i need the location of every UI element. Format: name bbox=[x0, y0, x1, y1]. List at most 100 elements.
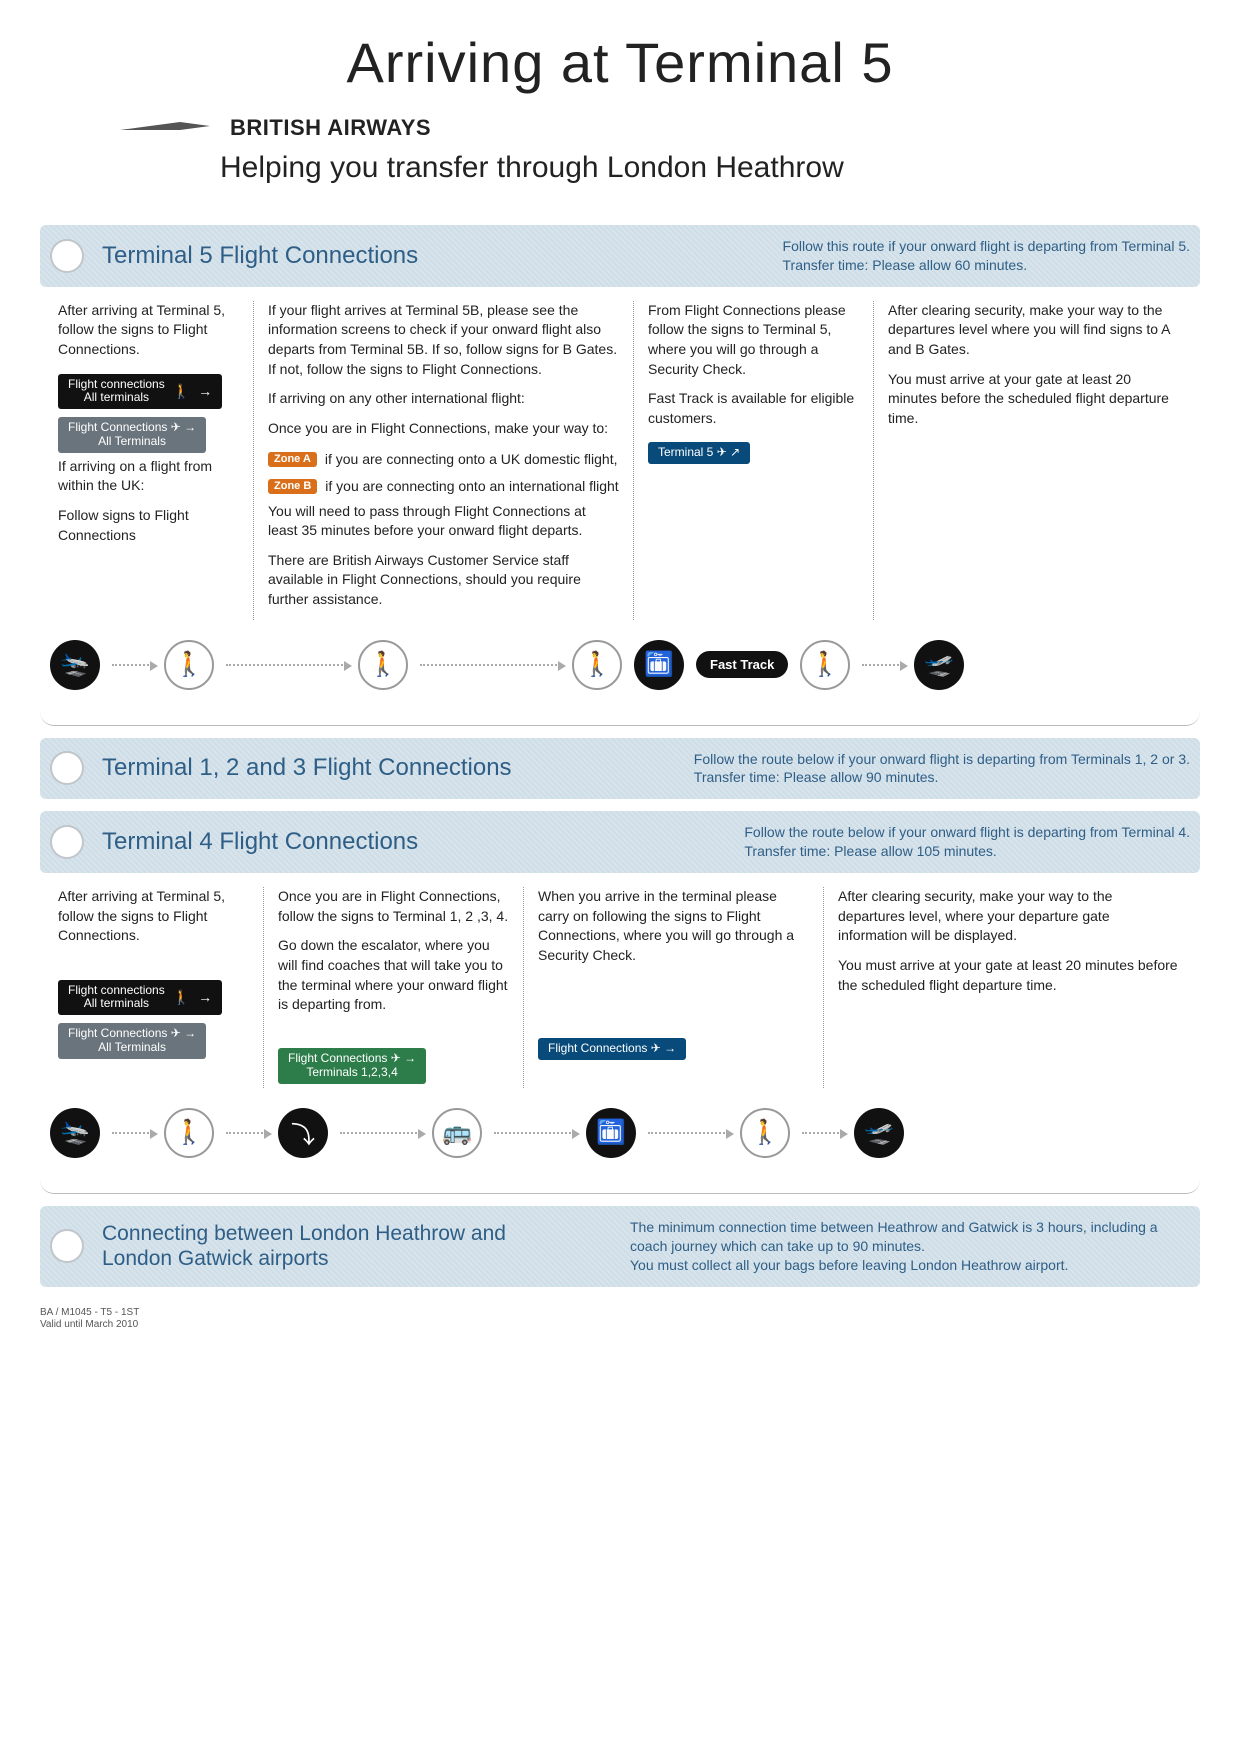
sign-text: Flight connections All terminals bbox=[68, 984, 165, 1012]
columns-t4: After arriving at Terminal 5, follow the… bbox=[40, 873, 1200, 1098]
body-text: Follow signs to Flight Connections bbox=[58, 506, 239, 545]
bullet-icon bbox=[50, 751, 84, 785]
speedbird-icon bbox=[120, 116, 210, 141]
bullet-icon bbox=[50, 1229, 84, 1263]
section-title-t123: Terminal 1, 2 and 3 Flight Connections bbox=[102, 754, 512, 782]
body-text: if you are connecting onto a UK domestic… bbox=[325, 450, 618, 470]
body-text: If arriving on any other international f… bbox=[268, 389, 619, 409]
body-text: There are British Airways Customer Servi… bbox=[268, 551, 619, 610]
section-title-t5: Terminal 5 Flight Connections bbox=[102, 242, 418, 270]
note-line: Follow this route if your onward flight … bbox=[783, 237, 1190, 256]
plane-landing-icon: 🛬 bbox=[50, 1108, 100, 1158]
note-line: Transfer time: Please allow 60 minutes. bbox=[783, 256, 1190, 275]
plane-takeoff-icon: 🛫 bbox=[854, 1108, 904, 1158]
walking-icon: 🚶 bbox=[164, 640, 214, 690]
t4-col2: Once you are in Flight Connections, foll… bbox=[264, 887, 524, 1088]
person-icon: 🚶 bbox=[173, 383, 190, 399]
arrow-icon bbox=[112, 1132, 152, 1134]
arrow-icon bbox=[226, 1132, 266, 1134]
arrow-icon bbox=[340, 1132, 420, 1134]
note-line: Transfer time: Please allow 105 minutes. bbox=[744, 842, 1190, 861]
section-note-t4: Follow the route below if your onward fl… bbox=[744, 823, 1190, 861]
divider bbox=[40, 708, 1200, 726]
section-note-gatwick: The minimum connection time between Heat… bbox=[630, 1218, 1190, 1275]
bullet-icon bbox=[50, 239, 84, 273]
section-t5: Terminal 5 Flight Connections Follow thi… bbox=[40, 225, 1200, 726]
fast-track-badge: Fast Track bbox=[696, 651, 788, 678]
section-note-t123: Follow the route below if your onward fl… bbox=[694, 750, 1190, 788]
body-text: You must arrive at your gate at least 20… bbox=[888, 370, 1182, 429]
body-text: Once you are in Flight Connections, make… bbox=[268, 419, 619, 439]
arrow-icon bbox=[494, 1132, 574, 1134]
note-line: Transfer time: Please allow 90 minutes. bbox=[694, 768, 1190, 787]
sign-text: Flight Connections ✈ → All Terminals bbox=[68, 1027, 196, 1055]
person-icon: 🚶 bbox=[173, 989, 190, 1005]
sign-flight-connections-black: Flight connections All terminals 🚶 → bbox=[58, 980, 222, 1016]
section-header-t123: Terminal 1, 2 and 3 Flight Connections F… bbox=[40, 738, 1200, 800]
footer: BA / M1045 - T5 - 1ST Valid until March … bbox=[40, 1307, 1200, 1331]
body-text: When you arrive in the terminal please c… bbox=[538, 887, 809, 965]
sign-text: Flight Connections ✈ → All Terminals bbox=[68, 421, 196, 449]
body-text: After clearing security, make your way t… bbox=[888, 301, 1182, 360]
t4-col1: After arriving at Terminal 5, follow the… bbox=[44, 887, 264, 1088]
arrow-icon bbox=[802, 1132, 842, 1134]
body-text: You must arrive at your gate at least 20… bbox=[838, 956, 1182, 995]
walking-icon: 🚶 bbox=[740, 1108, 790, 1158]
body-text: Once you are in Flight Connections, foll… bbox=[278, 887, 509, 926]
arrow-icon bbox=[226, 664, 346, 666]
zone-b-row: Zone B if you are connecting onto an int… bbox=[268, 475, 619, 498]
t5-col3: From Flight Connections please follow th… bbox=[634, 301, 874, 620]
walking-icon: 🚶 bbox=[164, 1108, 214, 1158]
walking-icon: 🚶 bbox=[358, 640, 408, 690]
columns-t5: After arriving at Terminal 5, follow the… bbox=[40, 287, 1200, 630]
section-title-t4: Terminal 4 Flight Connections bbox=[102, 828, 418, 856]
body-text: If your flight arrives at Terminal 5B, p… bbox=[268, 301, 619, 379]
note-line: The minimum connection time between Heat… bbox=[630, 1218, 1190, 1256]
t5-col4: After clearing security, make your way t… bbox=[874, 301, 1196, 620]
section-header-t4: Terminal 4 Flight Connections Follow the… bbox=[40, 811, 1200, 873]
page-title: Arriving at Terminal 5 bbox=[40, 30, 1200, 95]
t4-col3: When you arrive in the terminal please c… bbox=[524, 887, 824, 1088]
escalator-icon: ⤵ bbox=[278, 1108, 328, 1158]
body-text: If arriving on a flight from within the … bbox=[58, 457, 239, 496]
body-text: You will need to pass through Flight Con… bbox=[268, 502, 619, 541]
t4-col4: After clearing security, make your way t… bbox=[824, 887, 1196, 1088]
body-text: Go down the escalator, where you will fi… bbox=[278, 936, 509, 1014]
footer-valid-until: Valid until March 2010 bbox=[40, 1319, 1200, 1331]
body-text: After clearing security, make your way t… bbox=[838, 887, 1182, 946]
arrow-icon bbox=[648, 1132, 728, 1134]
note-line: You must collect all your bags before le… bbox=[630, 1256, 1190, 1275]
section-header-gatwick: Connecting between London Heathrow and L… bbox=[40, 1206, 1200, 1287]
t5-col1: After arriving at Terminal 5, follow the… bbox=[44, 301, 254, 620]
section-note-t5: Follow this route if your onward flight … bbox=[783, 237, 1190, 275]
section-title-gatwick: Connecting between London Heathrow and L… bbox=[102, 1221, 522, 1271]
body-text: Fast Track is available for eligible cus… bbox=[648, 389, 859, 428]
picto-row-t4: 🛬 🚶 ⤵ 🚌 🛅 🚶 🛫 bbox=[40, 1098, 1200, 1176]
zone-a-row: Zone A if you are connecting onto a UK d… bbox=[268, 448, 619, 471]
arrow-icon bbox=[862, 664, 902, 666]
arrow-right-icon: → bbox=[198, 383, 212, 399]
walking-icon: 🚶 bbox=[572, 640, 622, 690]
security-icon: 🛅 bbox=[586, 1108, 636, 1158]
zone-b-badge: Zone B bbox=[268, 479, 317, 494]
arrow-icon bbox=[112, 664, 152, 666]
arrow-icon bbox=[420, 664, 560, 666]
sign-flight-connections-green: Flight Connections ✈ → Terminals 1,2,3,4 bbox=[278, 1048, 426, 1084]
brand-name: BRITISH AIRWAYS bbox=[230, 115, 431, 141]
sign-terminal5-blue: Terminal 5 ✈ ↗ bbox=[648, 442, 750, 464]
sign-flight-connections-grey: Flight Connections ✈ → All Terminals bbox=[58, 417, 206, 453]
security-icon: 🛅 bbox=[634, 640, 684, 690]
footer-ref-code: BA / M1045 - T5 - 1ST bbox=[40, 1307, 1200, 1319]
walking-icon: 🚶 bbox=[800, 640, 850, 690]
sign-text: Flight Connections ✈ → Terminals 1,2,3,4 bbox=[288, 1052, 416, 1080]
body-text: From Flight Connections please follow th… bbox=[648, 301, 859, 379]
note-line: Follow the route below if your onward fl… bbox=[744, 823, 1190, 842]
subtitle: Helping you transfer through London Heat… bbox=[220, 151, 1200, 185]
body-text: After arriving at Terminal 5, follow the… bbox=[58, 887, 249, 946]
plane-landing-icon: 🛬 bbox=[50, 640, 100, 690]
section-t4: Terminal 4 Flight Connections Follow the… bbox=[40, 811, 1200, 1194]
body-text: After arriving at Terminal 5, follow the… bbox=[58, 301, 239, 360]
brand-row: BRITISH AIRWAYS bbox=[120, 115, 1200, 141]
sign-flight-connections-black: Flight connections All terminals 🚶 → bbox=[58, 374, 222, 410]
plane-takeoff-icon: 🛫 bbox=[914, 640, 964, 690]
